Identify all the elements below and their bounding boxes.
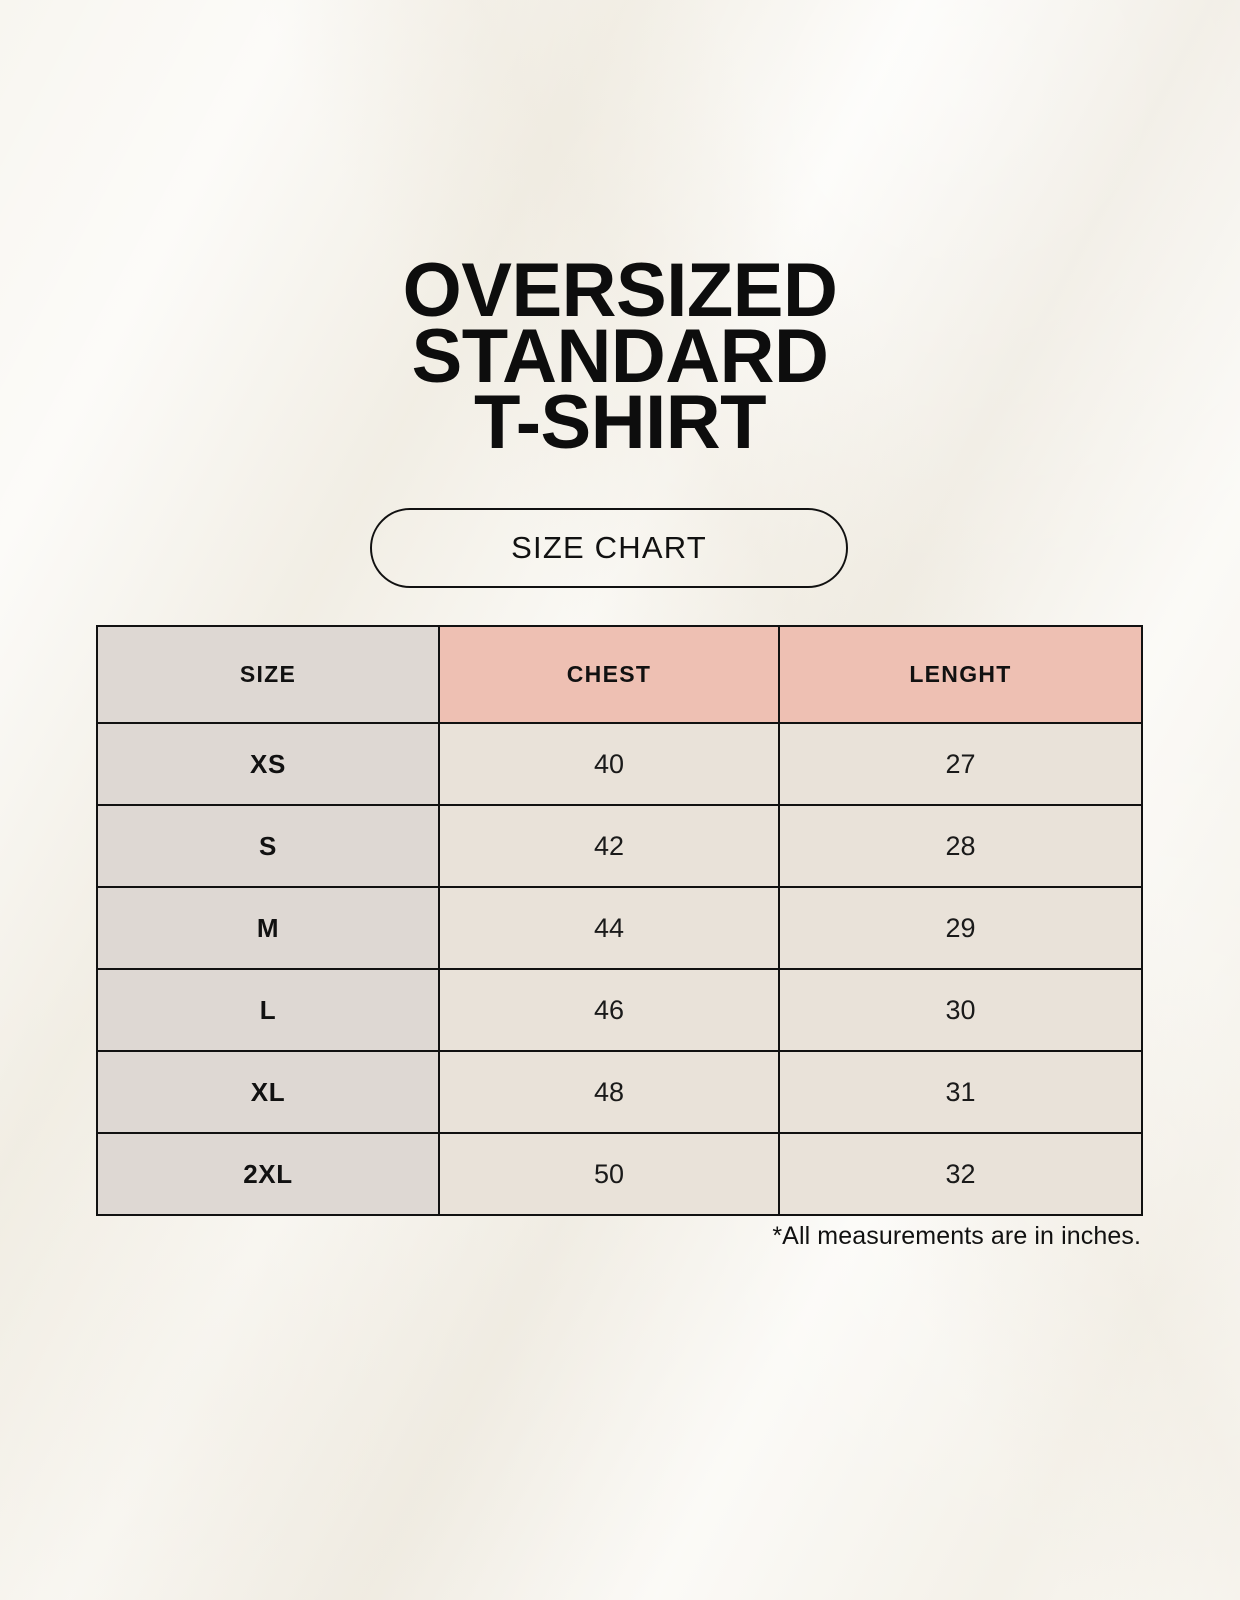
table-row: XL 48 31: [96, 1050, 1143, 1134]
cell-chest: 48: [438, 1050, 780, 1134]
table-header: SIZE CHEST LENGHT: [96, 625, 1143, 724]
title-line-3: T-SHIRT: [473, 380, 767, 465]
table-row: M 44 29: [96, 886, 1143, 970]
table-row: 2XL 50 32: [96, 1132, 1143, 1216]
cell-length: 31: [778, 1050, 1143, 1134]
table-header-row: SIZE CHEST LENGHT: [96, 625, 1143, 724]
cell-chest: 40: [438, 722, 780, 806]
cell-size: S: [96, 804, 440, 888]
size-chart-pill-label: SIZE CHART: [511, 530, 707, 565]
column-header-length: LENGHT: [778, 625, 1143, 724]
size-chart-table: SIZE CHEST LENGHT XS 40 27 S 42 28 M 44 …: [96, 625, 1143, 1216]
cell-length: 28: [778, 804, 1143, 888]
cell-length: 32: [778, 1132, 1143, 1216]
size-chart-pill: SIZE CHART: [370, 508, 848, 588]
page-title: OVERSIZED STANDARD T-SHIRT: [0, 253, 1240, 465]
cell-chest: 50: [438, 1132, 780, 1216]
cell-length: 29: [778, 886, 1143, 970]
cell-length: 30: [778, 968, 1143, 1052]
cell-size: L: [96, 968, 440, 1052]
cell-chest: 46: [438, 968, 780, 1052]
measurement-note: *All measurements are in inches.: [772, 1222, 1141, 1250]
cell-size: M: [96, 886, 440, 970]
cell-size: XL: [96, 1050, 440, 1134]
column-header-size: SIZE: [96, 625, 440, 724]
table-row: L 46 30: [96, 968, 1143, 1052]
cell-chest: 42: [438, 804, 780, 888]
cell-length: 27: [778, 722, 1143, 806]
cell-chest: 44: [438, 886, 780, 970]
cell-size: 2XL: [96, 1132, 440, 1216]
column-header-chest: CHEST: [438, 625, 780, 724]
table-row: S 42 28: [96, 804, 1143, 888]
table-body: XS 40 27 S 42 28 M 44 29 L 46 30 XL 48: [96, 722, 1143, 1216]
table-row: XS 40 27: [96, 722, 1143, 806]
cell-size: XS: [96, 722, 440, 806]
